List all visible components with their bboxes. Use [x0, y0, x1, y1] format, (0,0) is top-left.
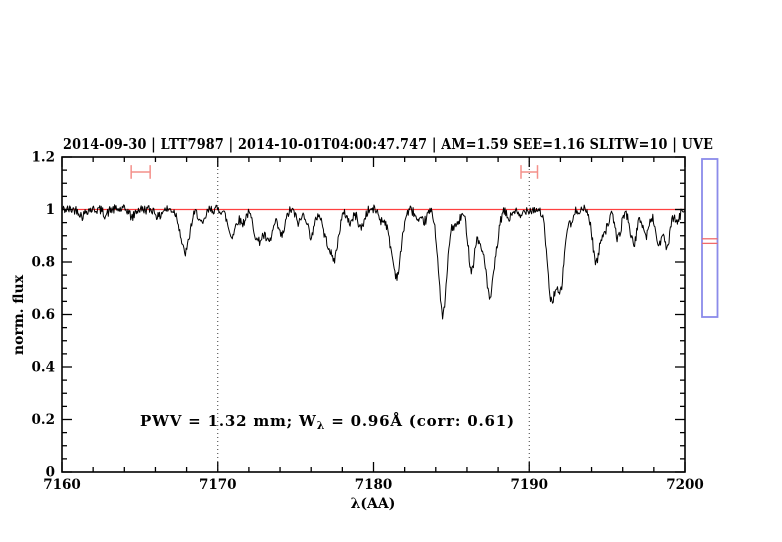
y-tick-label: 0.4 — [32, 360, 56, 376]
y-axis-tick-labels: 0 0.2 0.4 0.6 0.8 1 1.2 — [32, 150, 56, 481]
pwv-annotation-prefix: PWV = 1.32 mm; W — [140, 412, 317, 430]
pwv-annotation-subscript: λ — [317, 419, 326, 432]
y-axis-ticks — [62, 156, 685, 473]
pwv-annotation: PWV = 1.32 mm; Wλ = 0.96Å (corr: 0.61) — [140, 412, 515, 432]
slit-panel-box — [701, 158, 719, 318]
x-tick-label: 7180 — [355, 477, 393, 493]
spectrum-trace — [62, 204, 685, 320]
x-tick-label: 7190 — [510, 477, 548, 493]
plot-title: 2014-09-30 | LTT7987 | 2014-10-01T04:00:… — [63, 135, 713, 153]
interval-marker — [130, 165, 151, 179]
y-tick-label: 1.2 — [32, 150, 56, 166]
x-axis-tick-labels: 7160 7170 7180 7190 7200 — [43, 477, 704, 493]
y-tick-label: 0.8 — [32, 255, 56, 271]
y-tick-label: 1 — [46, 202, 55, 218]
x-tick-label: 7200 — [666, 477, 704, 493]
x-axis-title: λ(AA) — [351, 496, 396, 512]
y-tick-label: 0 — [46, 465, 55, 481]
y-axis-title: norm. flux — [11, 274, 27, 355]
interval-markers — [130, 165, 539, 179]
x-tick-label: 7170 — [199, 477, 237, 493]
interval-marker — [520, 165, 539, 179]
y-tick-label: 0.2 — [32, 412, 56, 428]
slit-indicator-panel — [701, 158, 719, 318]
x-tick-label: 7160 — [43, 477, 81, 493]
pwv-annotation-suffix: = 0.96Å (corr: 0.61) — [325, 412, 515, 430]
y-tick-label: 0.6 — [32, 307, 56, 323]
x-axis-ticks — [61, 157, 686, 472]
